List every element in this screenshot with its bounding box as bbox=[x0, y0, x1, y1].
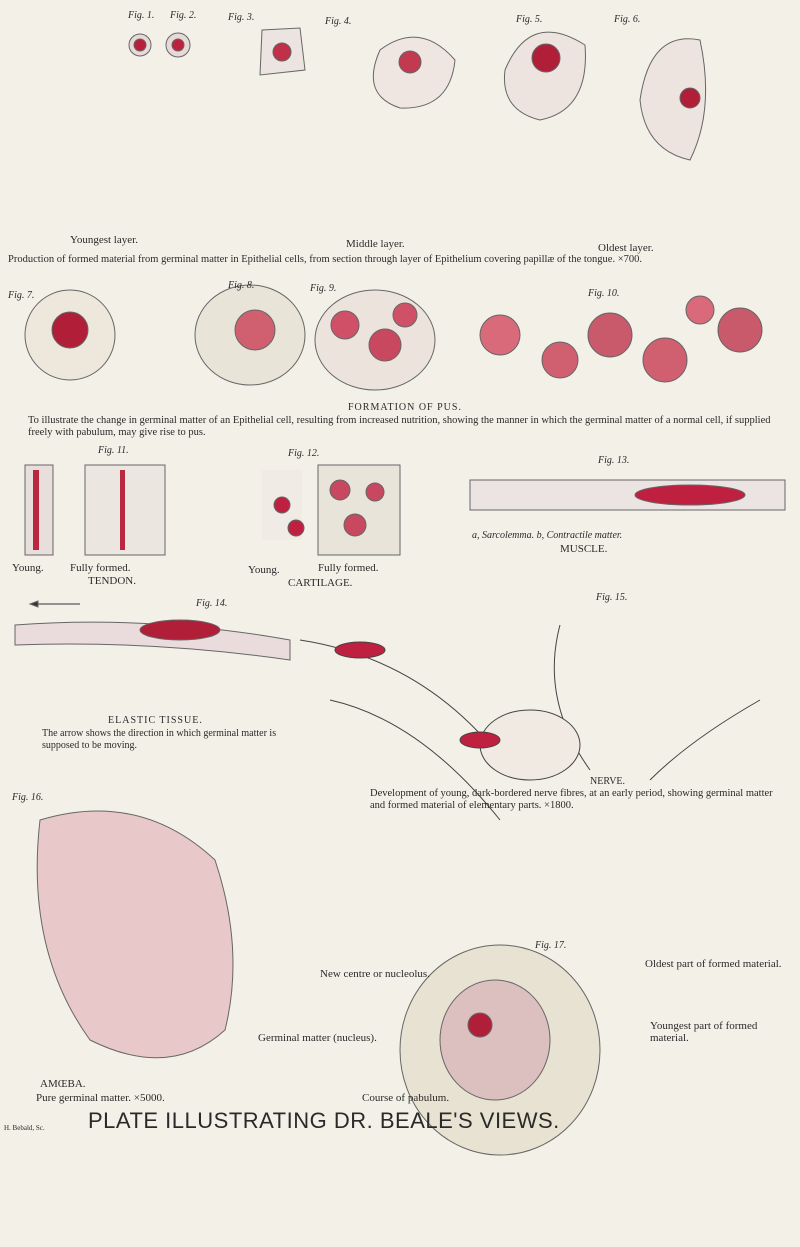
section-title: MUSCLE. bbox=[560, 543, 608, 555]
fig-11 bbox=[24, 464, 166, 556]
label: Course of pabulum. bbox=[362, 1092, 450, 1104]
label: Fully formed. bbox=[318, 562, 379, 574]
figure-label: Fig. 1. bbox=[128, 10, 155, 21]
plate-title: PLATE ILLUSTRATING DR. BEALE'S VIEWS. bbox=[88, 1108, 560, 1133]
fig-4 bbox=[372, 36, 456, 109]
label: Youngest part of formed material. bbox=[650, 1020, 758, 1044]
label: Germinal matter (nucleus). bbox=[258, 1032, 377, 1044]
figure-label: Fig. 16. bbox=[12, 792, 44, 803]
section-title: FORMATION OF PUS. bbox=[348, 402, 462, 413]
fig-1-2 bbox=[128, 32, 191, 58]
fig-5 bbox=[503, 31, 586, 121]
figure-label: Fig. 4. bbox=[325, 16, 352, 27]
fig-17 bbox=[399, 944, 601, 1156]
fig-14 bbox=[14, 600, 291, 661]
fig-10 bbox=[479, 295, 763, 383]
figure-label: Fig. 15. bbox=[596, 592, 628, 603]
figure-label: Fig. 3. bbox=[228, 12, 255, 23]
figure-label: Fig. 10. bbox=[588, 288, 620, 299]
label: Young. bbox=[12, 562, 44, 574]
label: Fully formed. bbox=[70, 562, 131, 574]
figure-label: Fig. 7. bbox=[8, 290, 35, 301]
fig-3 bbox=[259, 27, 306, 76]
figure-label: Fig. 17. bbox=[535, 940, 567, 951]
caption: The arrow shows the direction in which g… bbox=[42, 728, 277, 751]
label: Oldest part of formed material. bbox=[645, 958, 782, 970]
figure-label: Fig. 2. bbox=[170, 10, 197, 21]
caption: Pure germinal matter. ×5000. bbox=[36, 1092, 165, 1104]
fig-13 bbox=[469, 479, 786, 511]
label: New centre or nucleolus. bbox=[320, 968, 430, 980]
figure-label: Fig. 12. bbox=[288, 448, 320, 459]
section-title: CARTILAGE. bbox=[288, 577, 353, 589]
label: Oldest layer. bbox=[598, 242, 654, 254]
engraver: H. Bebald, Sc. bbox=[4, 1124, 45, 1132]
caption: Development of young, dark-bordered nerv… bbox=[370, 788, 773, 811]
figure-label: Fig. 6. bbox=[614, 14, 641, 25]
figure-label: Fig. 11. bbox=[98, 445, 129, 456]
label: Young. bbox=[248, 564, 280, 576]
figure-label: Fig. 8. bbox=[228, 280, 255, 291]
section-title: ELASTIC TISSUE. bbox=[108, 715, 203, 726]
section-title: TENDON. bbox=[88, 575, 136, 587]
section-title: NERVE. bbox=[590, 776, 626, 787]
label: Youngest layer. bbox=[70, 234, 138, 246]
fig-16 bbox=[36, 810, 234, 1059]
figure-label: Fig. 13. bbox=[598, 455, 630, 466]
figure-label: Fig. 9. bbox=[310, 283, 337, 294]
caption: Production of formed material from germi… bbox=[8, 254, 643, 265]
caption: a, Sarcolemma. b, Contractile matter. bbox=[472, 530, 623, 541]
section-title: AMŒBA. bbox=[40, 1078, 86, 1090]
fig-7-9 bbox=[24, 284, 436, 391]
fig-6 bbox=[639, 38, 707, 161]
label: Middle layer. bbox=[346, 238, 405, 250]
fig-12 bbox=[262, 464, 401, 556]
figure-label: Fig. 14. bbox=[196, 598, 228, 609]
figure-label: Fig. 5. bbox=[516, 14, 543, 25]
fig-15 bbox=[299, 624, 761, 821]
caption: To illustrate the change in germinal mat… bbox=[28, 415, 771, 438]
